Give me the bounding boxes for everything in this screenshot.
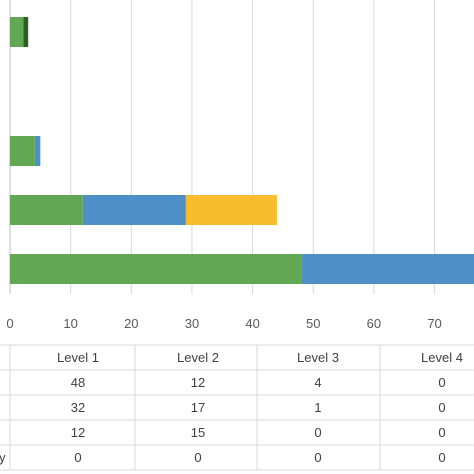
table-cell: 0 [438,375,445,390]
x-tick-label: 50 [306,316,320,331]
x-tick-label: 40 [245,316,259,331]
x-tick-label: 20 [124,316,138,331]
table-cell: 1 [314,400,321,415]
x-tick-label: 60 [367,316,381,331]
bar-segment [82,195,186,225]
table-header-cell: Level 4 [421,350,463,365]
bar-segment [10,254,302,284]
table-cell: 32 [71,400,85,415]
table-header-cell: Level 2 [177,350,219,365]
bar-segment [34,136,41,166]
table-cell: 12 [71,425,85,440]
x-tick-label: 0 [6,316,13,331]
table-cell: 0 [74,450,81,465]
table-cell: 15 [191,425,205,440]
gridlines [9,0,436,294]
bar-segment [10,17,24,47]
table-cell: 48 [71,375,85,390]
x-axis: 0 10 20 30 40 50 60 70 [6,316,441,331]
table-cell: 0 [314,425,321,440]
table-cell: 17 [191,400,205,415]
bar-segment [301,254,474,284]
bar-segment [10,195,83,225]
x-tick-label: 10 [63,316,77,331]
table-cell: 0 [194,450,201,465]
table-cell: 4 [314,375,321,390]
bars [10,17,474,284]
table-header-cell: Level 1 [57,350,99,365]
bar-segment [185,195,277,225]
table-cell: 12 [191,375,205,390]
x-tick-label: 30 [185,316,199,331]
data-table: Level 1 Level 2 Level 3 Level 4 48 12 4 0 32 17 1 0… [0,344,474,471]
table-cell: 0 [438,450,445,465]
table-cell: 0 [438,425,445,440]
bar-segment [10,136,35,166]
table-cell: 0 [438,400,445,415]
bar-segment [23,17,29,47]
x-tick-label: 70 [427,316,441,331]
row-label-fragment: y [0,450,6,465]
table-cell: 0 [314,450,321,465]
table-header-cell: Level 3 [297,350,339,365]
